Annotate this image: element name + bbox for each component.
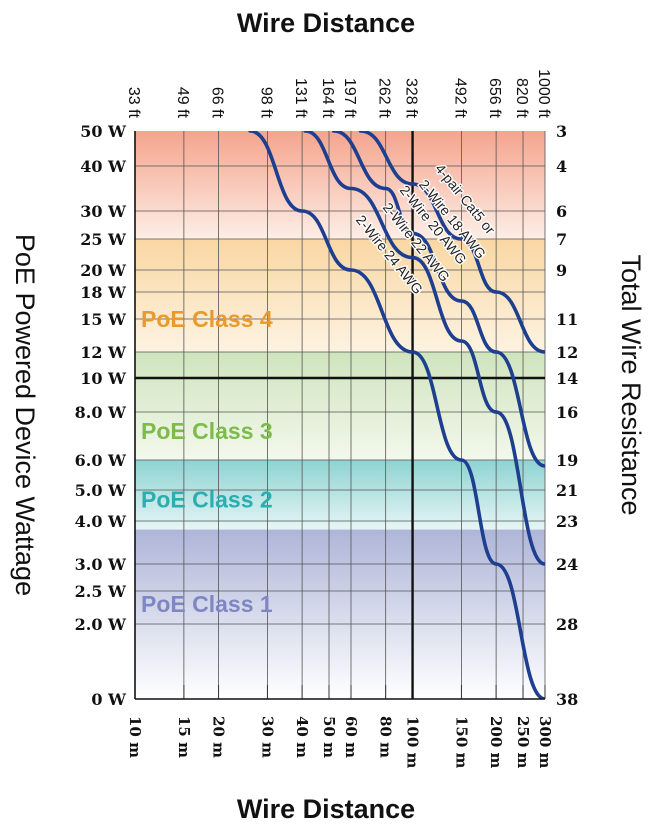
right-tick-label: 38 — [556, 690, 578, 709]
bottom-tick-label: 40 m — [293, 716, 311, 758]
top-tick-label: 197 ft — [341, 78, 358, 119]
right-tick-label: 16 — [556, 403, 578, 422]
top-tick-label: 33 ft — [125, 87, 142, 119]
left-tick-label: 40 W — [80, 157, 127, 176]
bottom-tick-label: 10 m — [126, 716, 144, 758]
left-tick-label: 6.0 W — [75, 451, 127, 470]
left-tick-label: 3.0 W — [75, 555, 127, 574]
right-axis-title: Total Wire Resistance — [616, 254, 646, 515]
left-axis-title: PoE Powered Device Wattage — [10, 234, 40, 596]
right-tick-label: 28 — [556, 615, 578, 634]
bottom-axis-title: Wire Distance — [237, 794, 415, 824]
left-tick-label: 30 W — [80, 202, 127, 221]
right-tick-label: 23 — [556, 512, 578, 531]
class-label-4: PoE Class 4 — [141, 306, 273, 332]
right-tick-labels: 3 4 6 7 9 11 12 14 16 19 21 23 24 28 38 — [556, 122, 578, 709]
right-tick-label: 11 — [556, 310, 578, 329]
curve-4 — [358, 131, 545, 354]
top-tick-label: 164 ft — [319, 78, 336, 119]
left-tick-labels: 50 W 40 W 30 W 25 W 20 W 18 W 15 W 12 W 10 W 8.0 … — [75, 122, 127, 709]
cable-curves — [248, 131, 545, 699]
reference-lines — [135, 131, 545, 699]
left-tick-label: 5.0 W — [75, 481, 127, 500]
top-axis-title: Wire Distance — [237, 8, 415, 38]
right-tick-label: 24 — [556, 555, 578, 574]
right-tick-label: 6 — [556, 202, 567, 221]
left-tick-label: 0 W — [91, 690, 127, 709]
left-tick-label: 8.0 W — [75, 403, 127, 422]
left-tick-label: 50 W — [80, 122, 127, 141]
top-tick-label: 49 ft — [174, 87, 191, 119]
bottom-tick-label: 60 m — [342, 716, 360, 758]
bottom-tick-label: 250 m — [514, 716, 532, 769]
right-tick-label: 4 — [556, 157, 567, 176]
left-tick-label: 4.0 W — [75, 512, 127, 531]
bottom-tick-label: 80 m — [377, 716, 395, 758]
right-tick-label: 3 — [556, 122, 567, 141]
top-tick-label: 656 ft — [486, 78, 503, 119]
band-class-1 — [135, 529, 545, 699]
left-tick-label: 10 W — [80, 369, 127, 388]
bottom-tick-label: 50 m — [320, 716, 338, 758]
class-label-3: PoE Class 3 — [141, 418, 273, 444]
top-tick-label: 98 ft — [257, 87, 274, 119]
left-tick-label: 25 W — [80, 230, 127, 249]
bottom-tick-label: 200 m — [487, 716, 505, 769]
bottom-tick-label: 300 m — [536, 716, 554, 769]
top-tick-label: 1000 ft — [535, 69, 552, 118]
curve-1 — [248, 131, 545, 699]
top-tick-label: 66 ft — [209, 87, 226, 119]
right-tick-label: 14 — [556, 369, 578, 388]
right-tick-label: 9 — [556, 261, 567, 280]
curve-3 — [331, 131, 545, 468]
right-tick-label: 7 — [556, 230, 567, 249]
top-tick-label: 131 ft — [292, 78, 309, 119]
top-tick-label: 262 ft — [376, 78, 393, 119]
left-tick-label: 12 W — [80, 343, 127, 362]
top-tick-label: 820 ft — [513, 78, 530, 119]
right-tick-label: 12 — [556, 343, 578, 362]
top-tick-labels: 33 ft 49 ft 66 ft 98 ft 131 ft 164 ft 197 ft 26… — [125, 69, 552, 118]
bottom-tick-label: 150 m — [452, 716, 470, 769]
right-tick-label: 21 — [556, 481, 578, 500]
bottom-tick-label: 100 m — [404, 716, 422, 769]
top-tick-label: 492 ft — [451, 78, 468, 119]
left-tick-label: 2.5 W — [75, 582, 127, 601]
top-tick-label: 328 ft — [403, 78, 420, 119]
class-label-2: PoE Class 2 — [141, 486, 273, 512]
bottom-tick-labels: 10 m 15 m 20 m 30 m 40 m 50 m 60 m 80 m 100 m 150… — [126, 716, 554, 769]
bottom-tick-label: 20 m — [210, 716, 228, 758]
bottom-tick-label: 15 m — [175, 716, 193, 758]
left-tick-label: 2.0 W — [75, 615, 127, 634]
left-tick-label: 15 W — [80, 310, 127, 329]
plot-axes — [134, 131, 545, 700]
right-tick-label: 19 — [556, 451, 578, 470]
curve-2 — [303, 131, 545, 566]
bottom-tick-label: 30 m — [258, 716, 276, 758]
class-labels: PoE Class 4 PoE Class 3 PoE Class 2 PoE Cla… — [141, 306, 273, 617]
left-tick-label: 20 W — [80, 261, 127, 280]
left-tick-label: 18 W — [80, 283, 127, 302]
class-label-1: PoE Class 1 — [141, 591, 273, 617]
